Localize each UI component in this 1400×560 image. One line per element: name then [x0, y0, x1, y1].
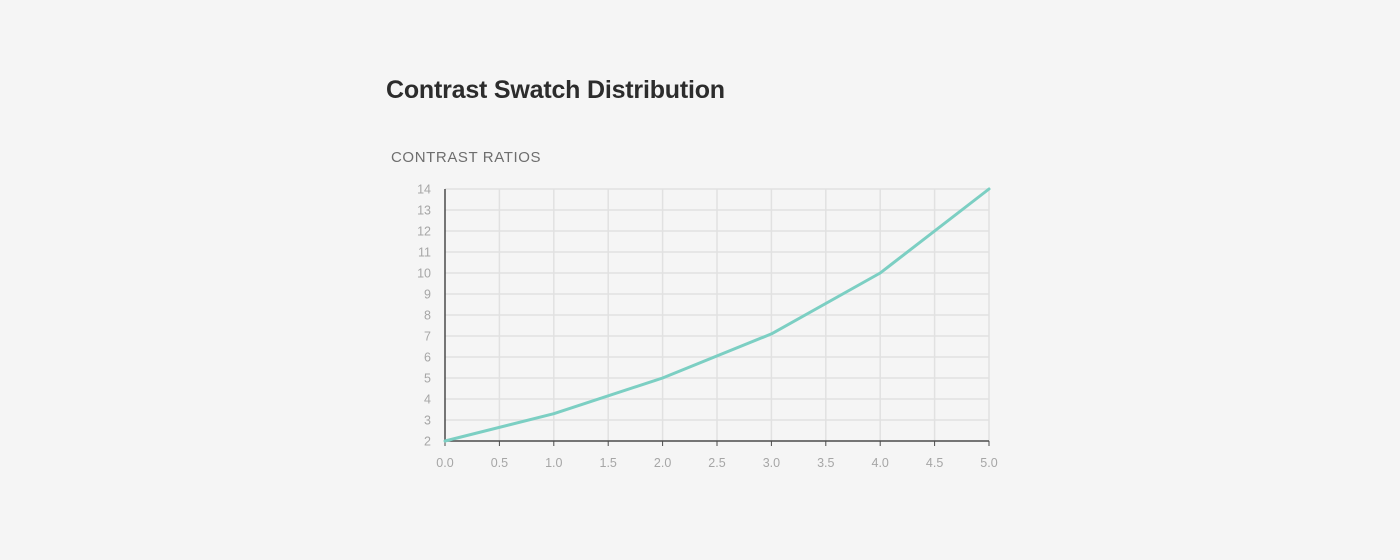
- y-tick-label: 13: [417, 204, 431, 218]
- x-tick-label: 5.0: [980, 456, 997, 470]
- y-tick-label: 12: [417, 225, 431, 239]
- y-tick-label: 6: [424, 351, 431, 365]
- y-tick-label: 5: [424, 372, 431, 386]
- x-tick-label: 0.5: [491, 456, 508, 470]
- x-tick-label: 2.0: [654, 456, 671, 470]
- y-tick-label: 2: [424, 435, 431, 449]
- y-tick-label: 14: [417, 183, 431, 197]
- grid: [445, 189, 989, 441]
- x-tick-label: 3.5: [817, 456, 834, 470]
- y-tick-label: 7: [424, 330, 431, 344]
- y-tick-label: 11: [418, 246, 431, 260]
- x-tick-label: 0.0: [436, 456, 453, 470]
- x-tick-label: 1.5: [600, 456, 617, 470]
- x-tick-label: 2.5: [708, 456, 725, 470]
- x-tick-label: 1.0: [545, 456, 562, 470]
- y-tick-label: 10: [417, 267, 431, 281]
- y-tick-label: 4: [424, 393, 431, 407]
- x-tick-label: 4.5: [926, 456, 943, 470]
- y-tick-label: 8: [424, 309, 431, 323]
- x-tick-label: 4.0: [872, 456, 889, 470]
- y-tick-label: 3: [424, 414, 431, 428]
- y-tick-label: 9: [424, 288, 431, 302]
- x-tick-label: 3.0: [763, 456, 780, 470]
